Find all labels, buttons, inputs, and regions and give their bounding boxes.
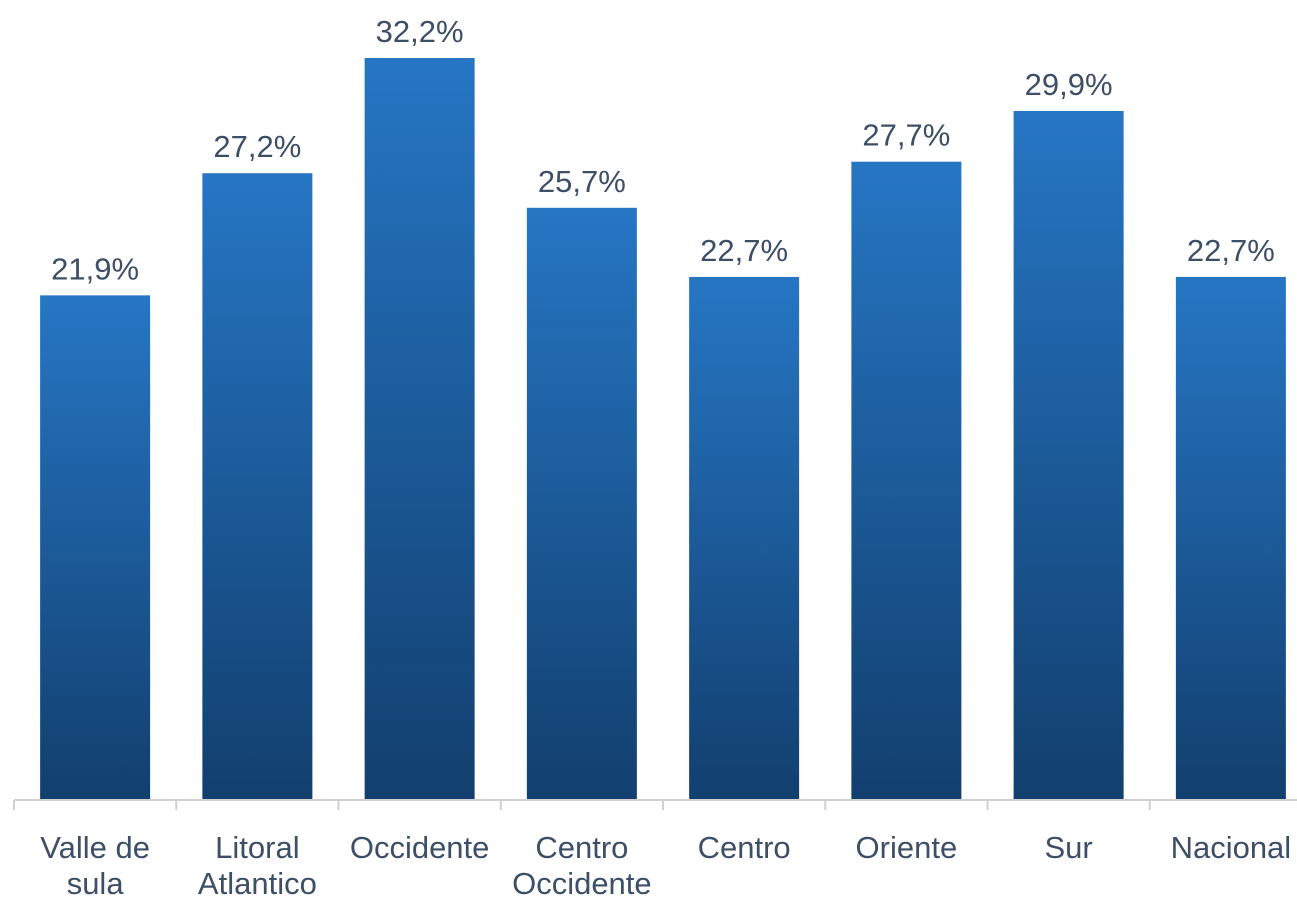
data-label: 32,2%: [376, 14, 464, 49]
bar: [1013, 111, 1124, 800]
data-label: 25,7%: [538, 164, 626, 199]
x-tick-label-line: Valle de: [40, 830, 150, 865]
x-tick-label: Sur: [1045, 830, 1093, 865]
x-tick-label: Nacional: [1171, 830, 1292, 865]
data-label: 22,7%: [1187, 233, 1275, 268]
data-label: 27,7%: [862, 118, 950, 153]
x-tick-label: Centro: [698, 830, 791, 865]
bar: [40, 295, 151, 800]
data-label: 22,7%: [700, 233, 788, 268]
data-label: 27,2%: [213, 129, 301, 164]
x-tick-label-line: Occidente: [350, 830, 490, 865]
x-tick-label: Litoral Atlantico: [198, 830, 317, 901]
x-tick-label-line: Sur: [1045, 830, 1093, 865]
bar: [364, 58, 475, 800]
bars-layer: [40, 58, 1286, 801]
bar: [851, 161, 962, 800]
bar: [689, 276, 800, 800]
x-tick-label-line: Litoral: [215, 830, 299, 865]
x-axis: [13, 799, 1297, 810]
bar: [526, 207, 637, 801]
x-tick-label: Centro Occidente: [512, 830, 652, 901]
x-tick-label-line: Oriente: [856, 830, 958, 865]
x-tick-label-line: sula: [67, 866, 125, 901]
data-label: 21,9%: [51, 251, 139, 286]
bar: [1175, 276, 1286, 800]
labels-layer: 21,9% Valle de sula 27,2% Litoral Atlantico 32…: [40, 14, 1291, 901]
x-tick-label-line: Nacional: [1171, 830, 1292, 865]
x-tick-label-line: Centro: [698, 830, 791, 865]
bar: [202, 173, 313, 800]
x-tick-label: Occidente: [350, 830, 490, 865]
x-tick-label-line: Occidente: [512, 866, 652, 901]
x-tick-label-line: Centro: [535, 830, 628, 865]
data-label: 29,9%: [1025, 67, 1113, 102]
x-tick-label-line: Atlantico: [198, 866, 317, 901]
x-tick-label: Valle de sula: [40, 830, 150, 901]
x-tick-label: Oriente: [856, 830, 958, 865]
